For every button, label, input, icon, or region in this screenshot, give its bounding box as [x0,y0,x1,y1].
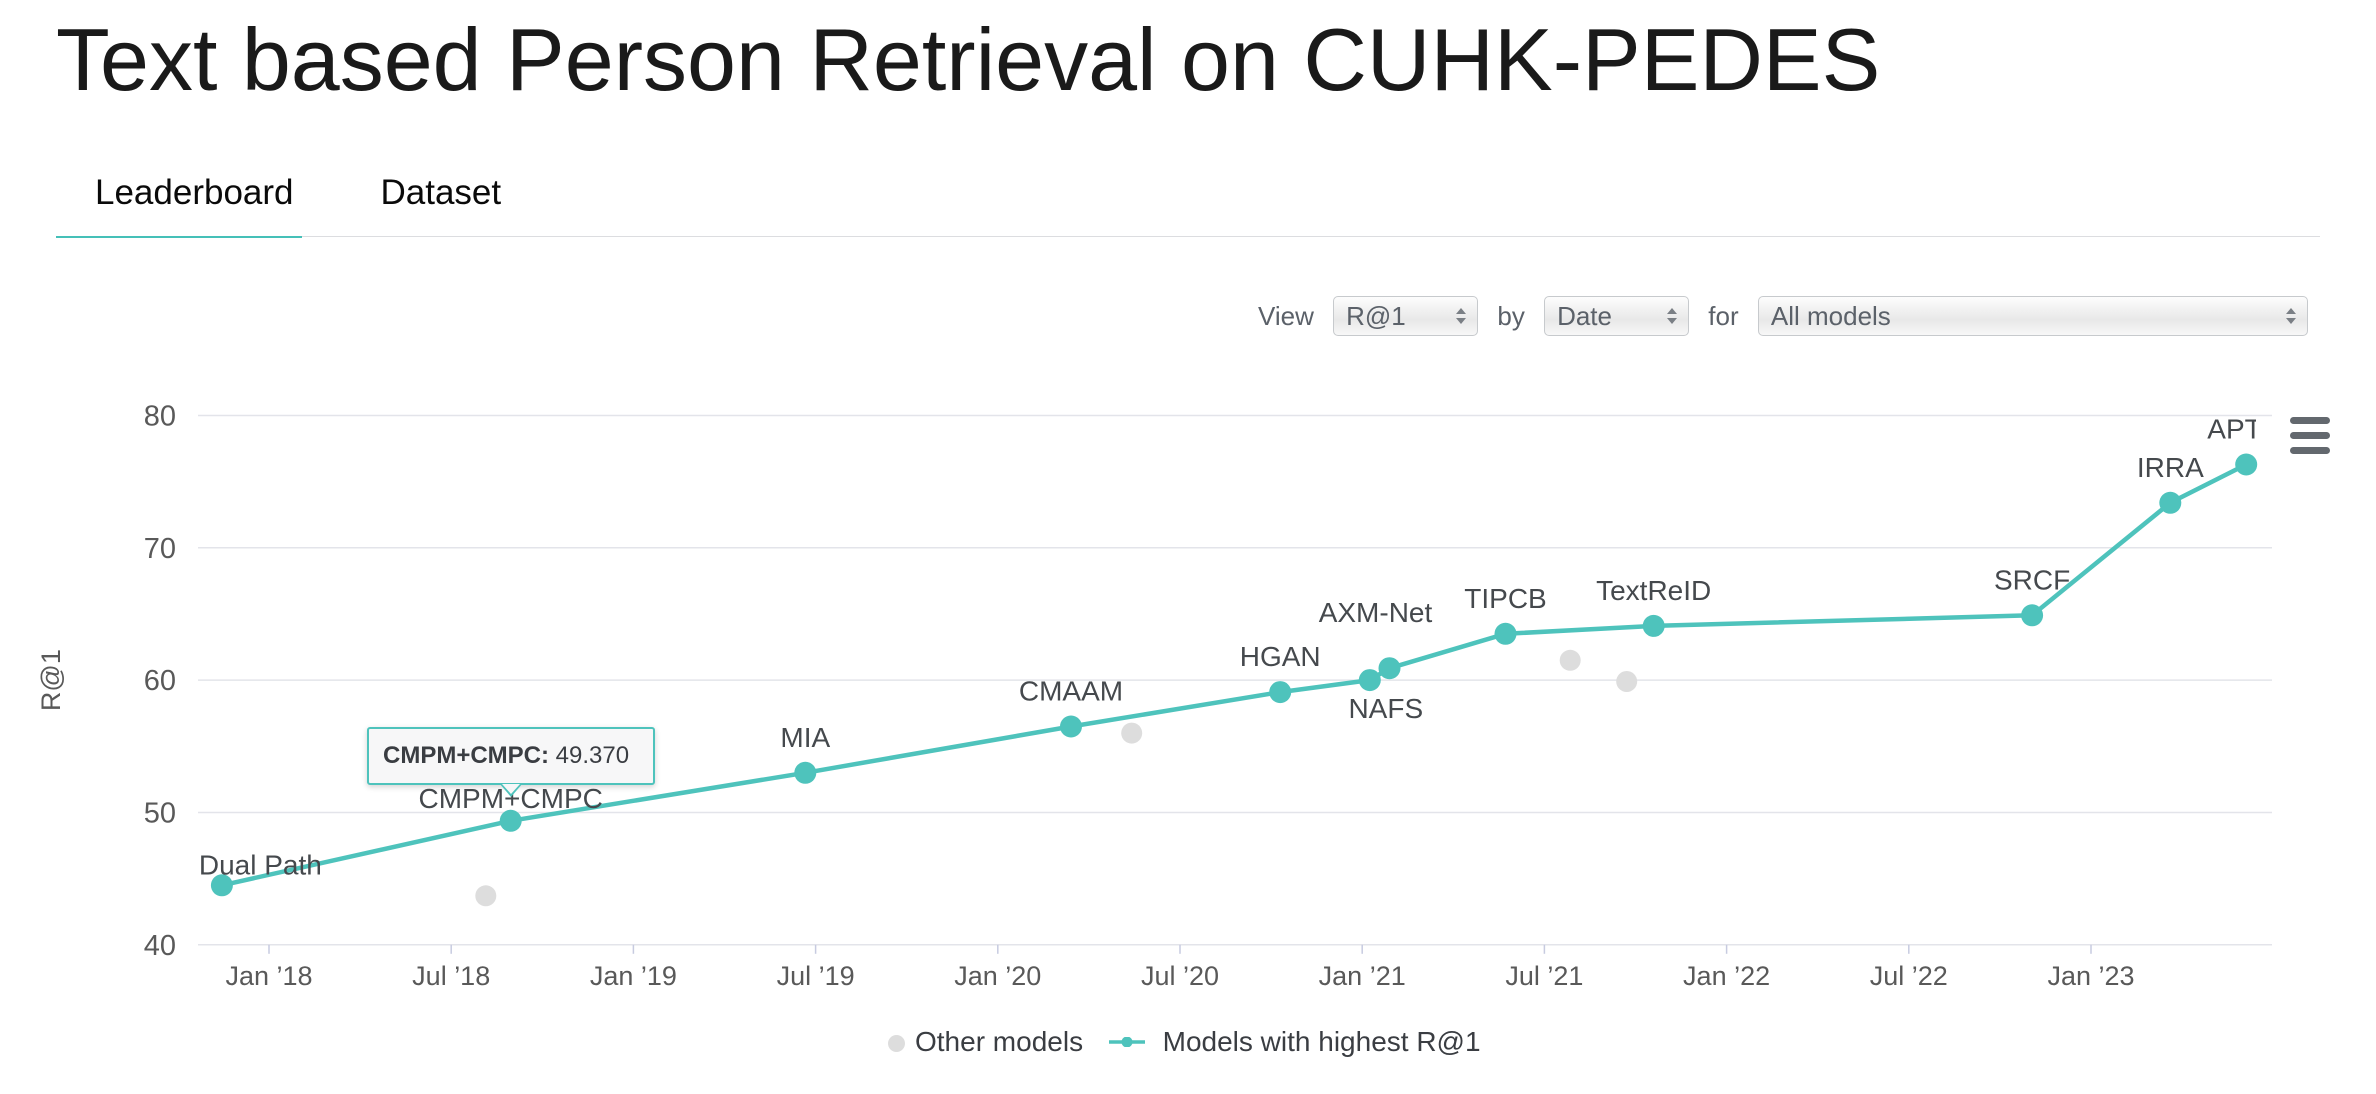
svg-text:60: 60 [144,665,176,697]
svg-text:Jul ’21: Jul ’21 [1505,961,1583,991]
svg-text:CMAAM: CMAAM [1019,676,1123,707]
svg-text:Jul ’18: Jul ’18 [412,961,490,991]
svg-text:80: 80 [144,401,176,433]
svg-text:TIPCB: TIPCB [1464,583,1546,614]
svg-text:Jan ’21: Jan ’21 [1319,961,1406,991]
svg-text:AXM-Net: AXM-Net [1319,597,1433,628]
svg-text:Jul ’19: Jul ’19 [777,961,855,991]
svg-text:Dual Path: Dual Path [199,849,322,880]
svg-text:Jul ’22: Jul ’22 [1870,961,1948,991]
svg-text:Jan ’20: Jan ’20 [954,961,1041,991]
svg-text:HGAN: HGAN [1240,641,1321,672]
svg-text:NAFS: NAFS [1348,693,1423,724]
svg-text:R@1: R@1 [36,649,66,711]
svg-text:40: 40 [144,930,176,962]
svg-text:Jan ’19: Jan ’19 [590,961,677,991]
svg-text:IRRA: IRRA [2137,452,2204,483]
svg-text:50: 50 [144,798,176,830]
svg-text:SRCF: SRCF [1994,564,2070,595]
svg-text:Jan ’18: Jan ’18 [225,961,312,991]
svg-text:Jan ’22: Jan ’22 [1683,961,1770,991]
svg-text:Jul ’20: Jul ’20 [1141,961,1219,991]
svg-text:Jan ’23: Jan ’23 [2047,961,2134,991]
svg-text:TextReID: TextReID [1596,575,1711,606]
svg-text:MIA: MIA [780,722,830,753]
svg-text:APTM: APTM [2207,414,2285,445]
svg-text:70: 70 [144,533,176,565]
